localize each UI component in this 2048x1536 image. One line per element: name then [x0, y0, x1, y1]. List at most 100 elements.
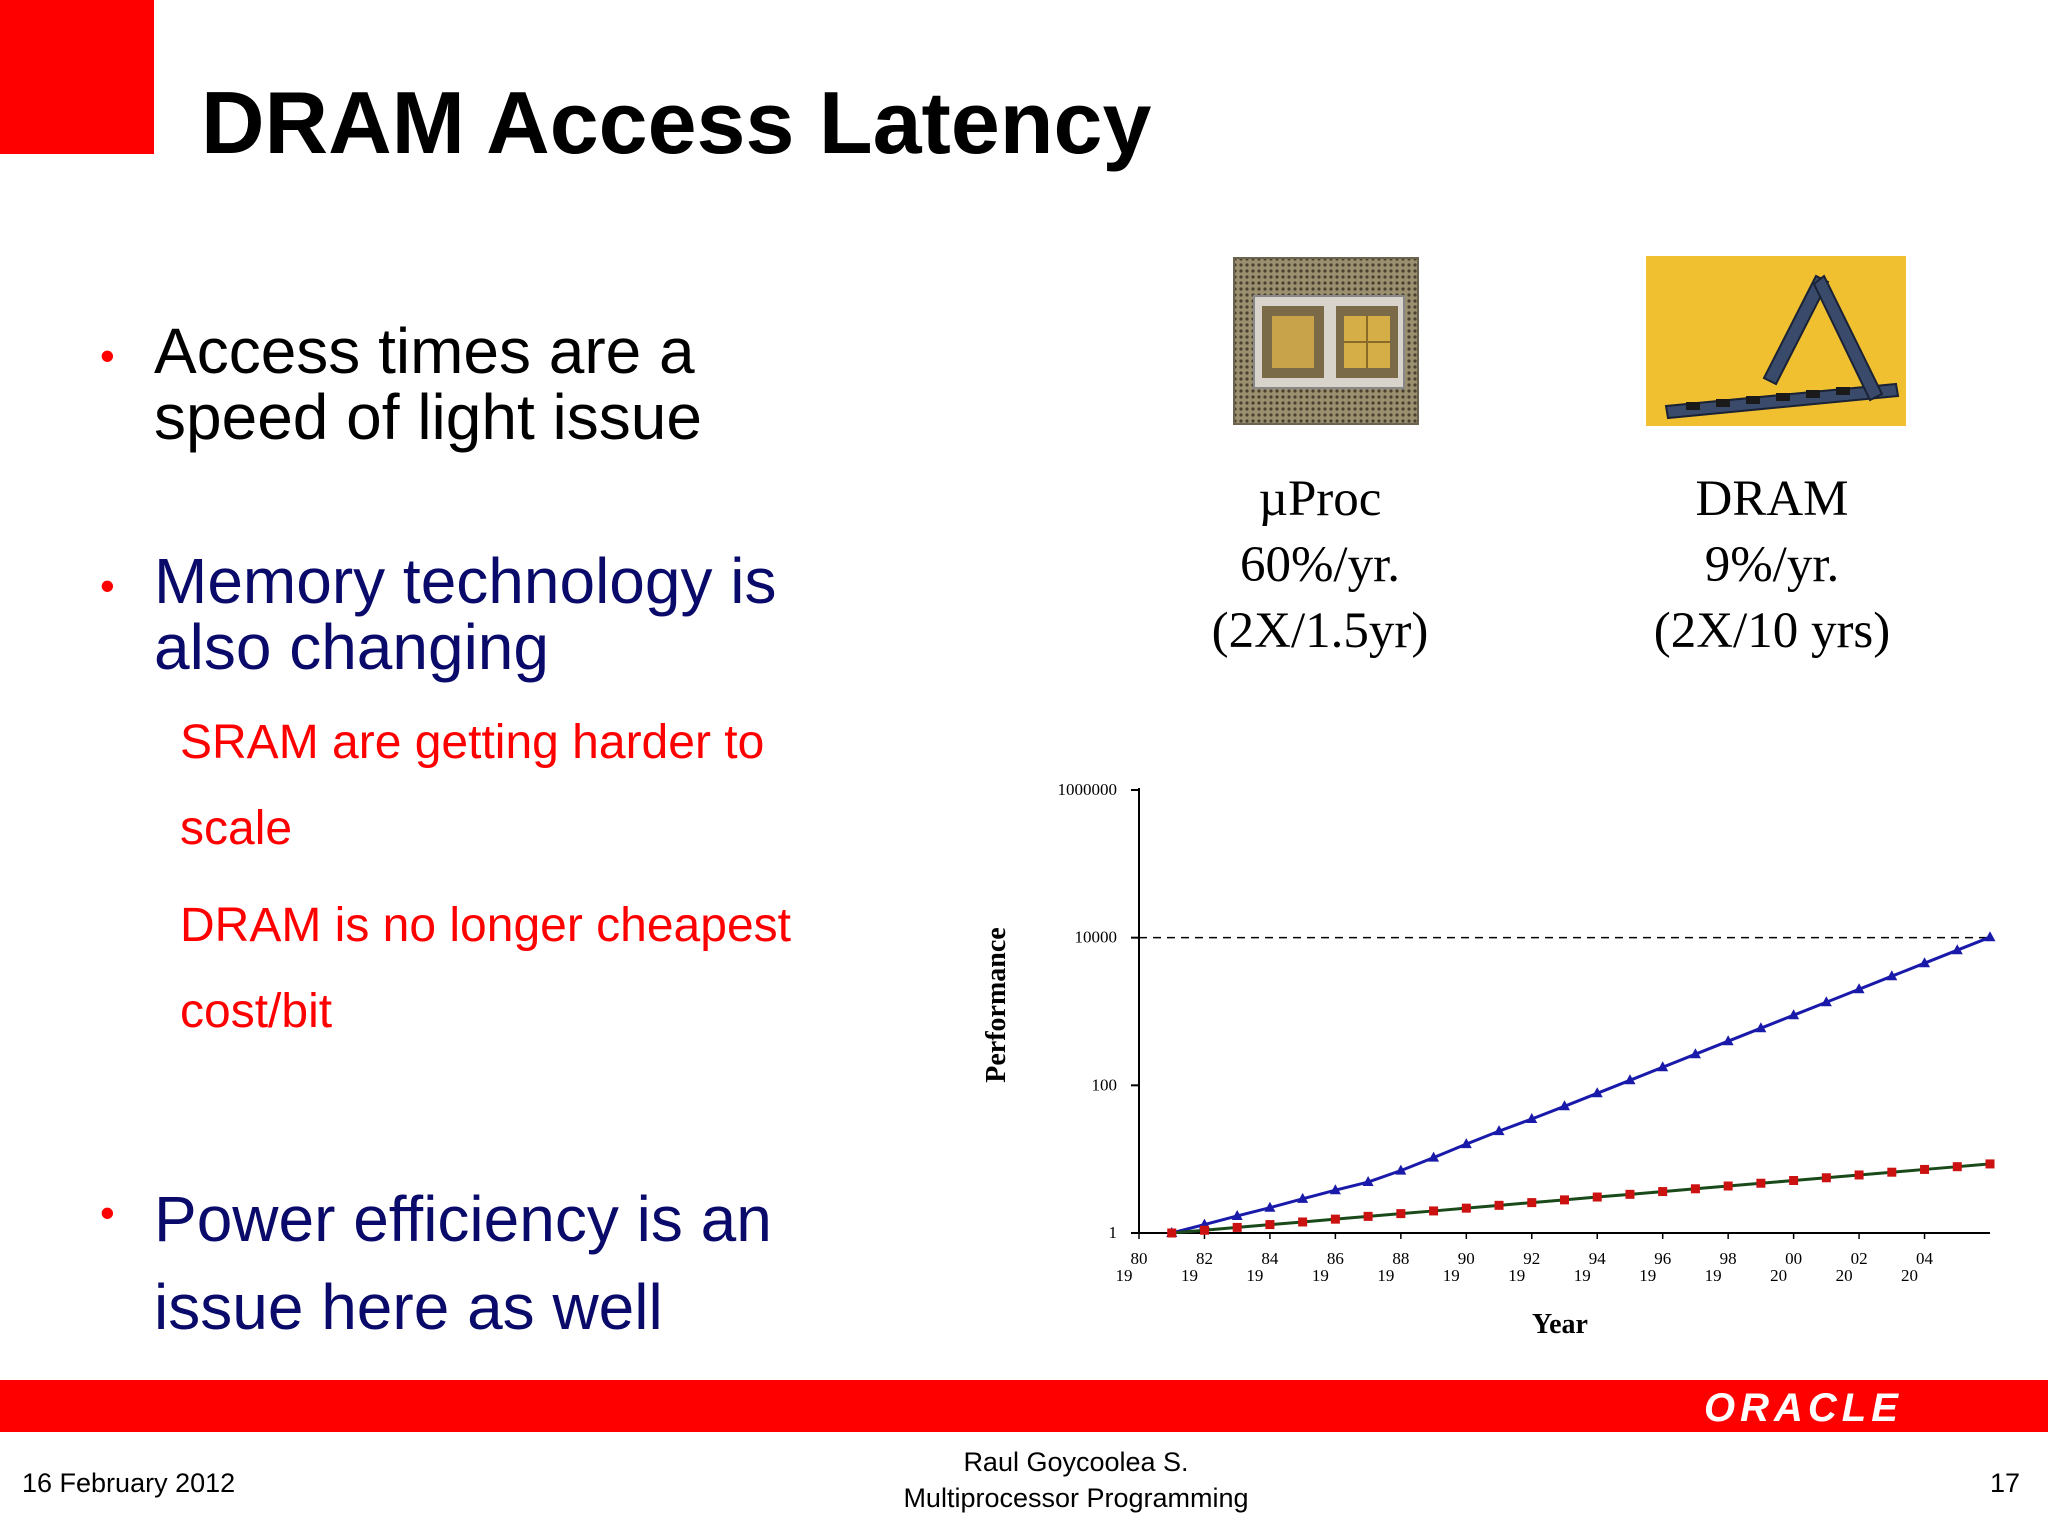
caption-line: µProc — [1258, 471, 1382, 527]
square-marker — [1756, 1178, 1766, 1188]
x-tick-label-bottom: 19 — [1705, 1266, 1722, 1285]
x-tick-label-bottom: 19 — [1574, 1266, 1591, 1285]
square-marker — [1821, 1173, 1831, 1183]
square-marker — [1592, 1192, 1602, 1202]
caption-line: 9%/yr. — [1704, 537, 1840, 593]
sub-bullet-sram: SRAM are getting harder to scale — [180, 700, 860, 872]
square-marker — [1167, 1228, 1177, 1238]
square-marker — [1396, 1209, 1406, 1219]
bullet-text: Memory technology is also changing — [154, 548, 776, 680]
page-number: 17 — [1989, 1468, 2020, 1498]
bullet-text: Access times are a speed of light issue — [154, 318, 702, 450]
sub-bullet-dram-cost: DRAM is no longer cheapest cost/bit — [180, 883, 860, 1055]
triangle-marker — [1231, 1209, 1243, 1220]
footer-accent-bar — [0, 1380, 2048, 1432]
corner-accent-block — [0, 0, 154, 154]
square-marker — [1723, 1181, 1733, 1191]
triangle-marker — [1755, 1022, 1767, 1033]
x-tick-label-top: 92 — [1523, 1249, 1540, 1268]
triangle-marker — [1395, 1164, 1407, 1175]
x-tick-label-top: 84 — [1261, 1249, 1279, 1268]
y-axis-label: Performance — [981, 927, 1012, 1082]
proc-growth-caption: µProc 60%/yr. (2X/1.5yr) — [1140, 466, 1500, 664]
square-marker — [1265, 1220, 1275, 1230]
square-marker — [1461, 1203, 1471, 1213]
square-marker — [1952, 1162, 1962, 1172]
x-tick-label-bottom: 19 — [1116, 1266, 1133, 1285]
square-marker — [1658, 1187, 1668, 1197]
series-line — [1171, 1162, 1991, 1235]
caption-line: DRAM — [1695, 471, 1849, 527]
x-tick-label-top: 98 — [1720, 1249, 1737, 1268]
x-tick-label-bottom: 20 — [1901, 1266, 1918, 1285]
square-marker — [1854, 1170, 1864, 1180]
x-tick-label-bottom: 19 — [1443, 1266, 1460, 1285]
square-marker — [1690, 1184, 1700, 1194]
triangle-marker — [1722, 1035, 1734, 1046]
caption-line: (2X/10 yrs) — [1653, 603, 1891, 659]
triangle-marker — [1689, 1048, 1701, 1059]
x-tick-label-top: 00 — [1785, 1249, 1802, 1268]
square-marker — [1920, 1164, 1930, 1174]
slide-title: DRAM Access Latency — [201, 73, 1152, 172]
triangle-marker — [1559, 1100, 1570, 1111]
x-tick-label-top: 88 — [1392, 1249, 1409, 1268]
triangle-marker — [1362, 1176, 1374, 1187]
triangle-marker — [1886, 970, 1898, 981]
square-marker — [1330, 1214, 1340, 1224]
x-tick-label-top: 90 — [1458, 1249, 1475, 1268]
square-marker — [1625, 1189, 1635, 1199]
triangle-marker — [1329, 1184, 1341, 1195]
triangle-marker — [1297, 1192, 1309, 1203]
dram-growth-caption: DRAM 9%/yr. (2X/10 yrs) — [1592, 466, 1952, 664]
dram-modules-image — [1646, 256, 1906, 426]
x-tick-label-bottom: 20 — [1836, 1266, 1853, 1285]
footer-course: Multiprocessor Programming — [903, 1483, 1249, 1513]
y-tick-label: 10000 — [1075, 928, 1118, 947]
series-line — [1171, 935, 1991, 1235]
x-axis-label: Year — [1532, 1309, 1588, 1340]
x-tick-label-top: 82 — [1196, 1249, 1213, 1268]
bullet-line: Access times are a — [154, 315, 695, 387]
y-tick-label: 100 — [1092, 1075, 1118, 1094]
x-tick-label-top: 86 — [1327, 1249, 1344, 1268]
triangle-marker — [1264, 1201, 1276, 1212]
triangle-marker — [1493, 1125, 1505, 1136]
footer-date: 16 February 2012 — [22, 1468, 236, 1498]
processor-chip-image — [1233, 257, 1419, 425]
footer-author-block: Raul Goycoolea S. Multiprocessor Program… — [826, 1444, 1326, 1516]
oracle-logo: ORACLE — [1704, 1386, 1903, 1430]
bullet-line: also changing — [154, 611, 549, 683]
bullet-dot: • — [100, 1189, 115, 1236]
x-tick-label-bottom: 19 — [1377, 1266, 1394, 1285]
triangle-marker — [1657, 1061, 1669, 1072]
triangle-marker — [1428, 1151, 1440, 1162]
triangle-marker — [1526, 1112, 1538, 1123]
square-marker — [1232, 1222, 1242, 1232]
y-tick-label: 1000000 — [1058, 780, 1118, 799]
triangle-marker — [1460, 1138, 1472, 1149]
x-tick-label-top: 94 — [1589, 1249, 1607, 1268]
caption-line: 60%/yr. — [1239, 537, 1401, 593]
caption-line: (2X/1.5yr) — [1211, 603, 1429, 659]
x-tick-label-top: 04 — [1916, 1249, 1934, 1268]
square-marker — [1985, 1159, 1995, 1169]
triangle-marker — [1591, 1087, 1603, 1098]
square-marker — [1527, 1198, 1537, 1208]
square-marker — [1789, 1176, 1799, 1186]
square-marker — [1429, 1206, 1439, 1216]
x-tick-label-top: 80 — [1131, 1249, 1148, 1268]
sub-bullet-line: DRAM is no longer cheapest — [180, 899, 791, 952]
footer-author: Raul Goycoolea S. — [963, 1447, 1189, 1477]
bullet-dot: • — [100, 332, 115, 379]
x-tick-label-bottom: 19 — [1246, 1266, 1263, 1285]
triangle-marker — [1624, 1074, 1636, 1085]
square-marker — [1560, 1195, 1569, 1205]
triangle-marker — [1951, 944, 1963, 955]
x-tick-label-bottom: 19 — [1312, 1266, 1329, 1285]
square-marker — [1199, 1225, 1209, 1235]
x-tick-label-bottom: 19 — [1181, 1266, 1198, 1285]
bullet-line: issue here as well — [154, 1271, 663, 1343]
sub-bullet-line: scale — [180, 802, 293, 855]
x-tick-label-bottom: 19 — [1639, 1266, 1656, 1285]
